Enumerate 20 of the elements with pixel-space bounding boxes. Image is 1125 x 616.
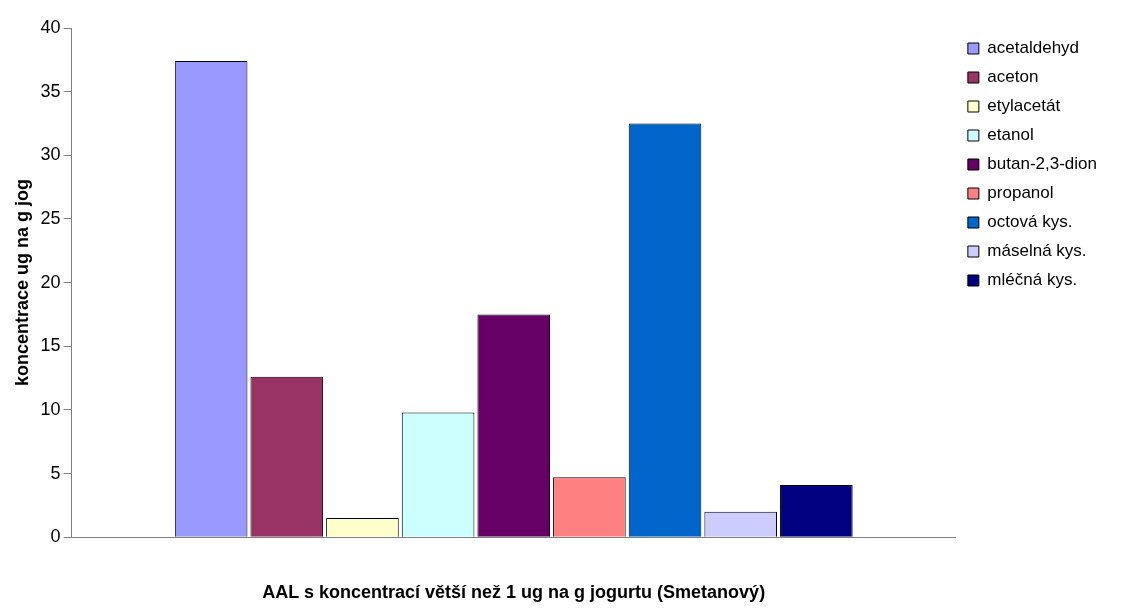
legend-label: octová kys.	[987, 212, 1073, 232]
y-tick-label: 40	[40, 16, 61, 37]
y-tick-label: 25	[40, 207, 61, 228]
legend-label: aceton	[987, 67, 1039, 87]
y-tick-label: 20	[40, 271, 61, 292]
y-tick-label: 10	[40, 398, 61, 419]
legend-label: butan-2,3-dion	[987, 154, 1097, 174]
y-axis-title: koncentrace ug na g jog	[11, 179, 32, 387]
legend-label: acetaldehyd	[987, 38, 1080, 58]
y-tick-label: 30	[40, 144, 61, 165]
y-tick-label: 15	[40, 335, 61, 356]
x-axis-title: AAL s koncentrací větší než 1 ug na g jogurtu (Smetanový)	[262, 582, 766, 603]
y-tick-label: 0	[50, 526, 61, 547]
y-tick-label: 5	[50, 462, 61, 483]
legend-label: mléčná kys.	[987, 270, 1078, 290]
legend-label: etanol	[987, 125, 1034, 145]
legend-label: máselná kys.	[987, 241, 1087, 261]
legend-label: etylacetát	[987, 96, 1061, 116]
legend-label: propanol	[987, 183, 1054, 203]
y-tick-label: 35	[40, 80, 61, 101]
